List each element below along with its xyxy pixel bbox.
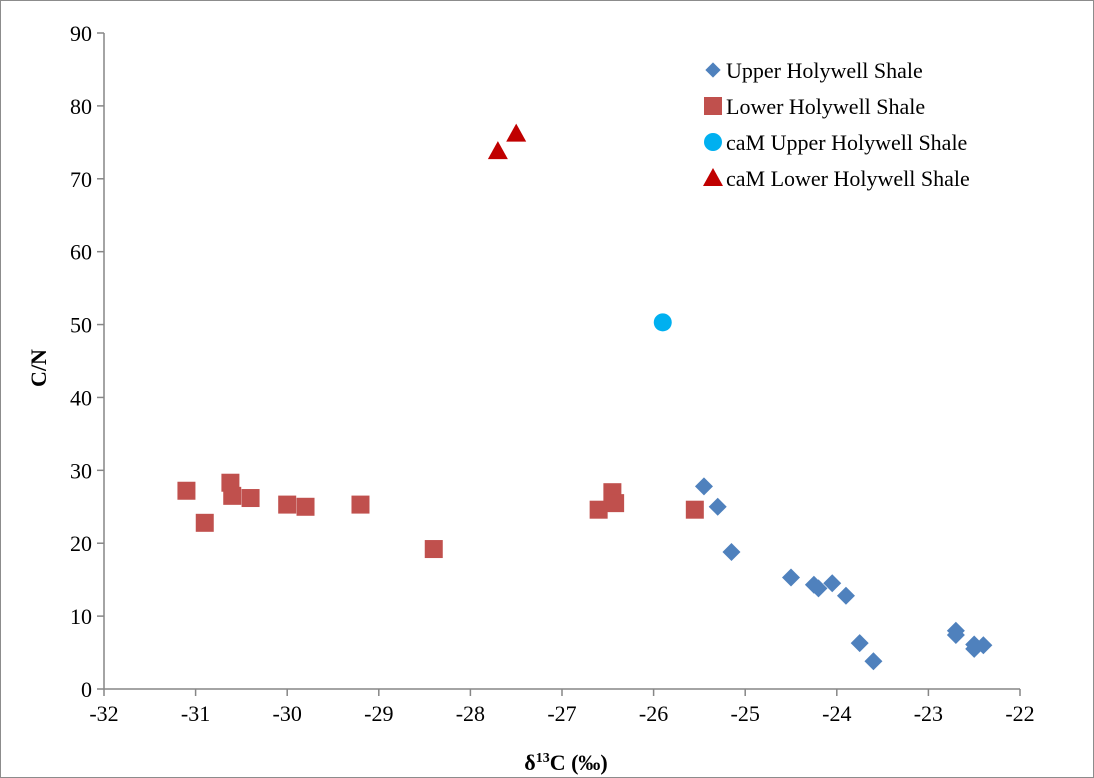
legend-entry: caM Lower Holywell Shale — [703, 166, 970, 191]
x-tick-label: -30 — [273, 701, 302, 726]
series-triangle — [487, 123, 527, 160]
legend-entry: Lower Holywell Shale — [704, 94, 925, 119]
y-axis-title: C/N — [26, 349, 51, 387]
y-tick-label: 20 — [70, 531, 92, 556]
data-point-triangle — [487, 141, 508, 160]
data-point-square — [351, 495, 370, 514]
y-tick-label: 40 — [70, 385, 92, 410]
legend-marker-triangle — [703, 168, 723, 186]
data-point-diamond — [974, 636, 993, 655]
data-point-diamond — [946, 621, 965, 640]
x-tick-label: -22 — [1005, 701, 1034, 726]
data-point-diamond — [694, 477, 713, 496]
y-tick-label: 70 — [70, 167, 92, 192]
x-axis-title-suffix: C (‰) — [550, 750, 608, 775]
x-axis-title-prefix: δ — [524, 750, 535, 775]
data-point-square — [685, 500, 704, 519]
x-axis-title: δ13C (‰) — [524, 750, 607, 775]
legend-label: caM Lower Holywell Shale — [726, 166, 970, 191]
data-point-diamond — [864, 652, 883, 671]
x-tick-label: -31 — [181, 701, 210, 726]
legend-marker-diamond — [705, 62, 721, 78]
x-tick-label: -25 — [731, 701, 760, 726]
data-point-diamond — [823, 574, 842, 593]
series-diamond — [694, 477, 993, 671]
legend-entry: Upper Holywell Shale — [705, 58, 923, 83]
data-point-square — [424, 540, 443, 559]
data-point-square — [195, 513, 214, 532]
x-tick-label: -24 — [822, 701, 851, 726]
data-point-square — [589, 500, 608, 519]
legend-label: Lower Holywell Shale — [726, 94, 925, 119]
y-tick-label: 90 — [70, 21, 92, 46]
legend-marker-square — [704, 97, 722, 115]
data-points — [177, 123, 993, 671]
legend-label: caM Upper Holywell Shale — [726, 130, 967, 155]
x-tick-label: -27 — [547, 701, 576, 726]
legend: Upper Holywell Shale Lower Holywell Shale… — [703, 58, 970, 191]
series-square — [177, 473, 704, 559]
legend-marker-circle — [704, 133, 722, 151]
legend-entry: caM Upper Holywell Shale — [704, 130, 967, 155]
data-point-diamond — [850, 634, 869, 653]
series-circle — [653, 313, 672, 332]
x-tick-label: -26 — [639, 701, 668, 726]
y-tick-label: 10 — [70, 604, 92, 629]
data-point-diamond — [782, 568, 800, 587]
y-tick-label: 0 — [81, 677, 92, 702]
data-point-diamond — [722, 542, 741, 561]
data-point-circle — [653, 313, 672, 332]
x-tick-label: -32 — [89, 701, 118, 726]
x-tick-label: -28 — [456, 701, 485, 726]
data-point-square — [177, 481, 196, 500]
y-ticks: 0 10 20 30 40 50 60 70 80 90 — [70, 21, 104, 702]
data-point-square — [606, 494, 625, 513]
x-tick-label: -23 — [914, 701, 943, 726]
x-axis-title-superscript: 13 — [536, 751, 550, 766]
y-tick-label: 60 — [70, 240, 92, 265]
x-tick-label: -29 — [364, 701, 393, 726]
data-point-square — [278, 495, 297, 514]
data-point-triangle — [506, 123, 527, 142]
y-tick-label: 50 — [70, 313, 92, 338]
data-point-square — [296, 497, 315, 516]
data-point-diamond — [809, 579, 828, 598]
data-point-diamond — [836, 586, 855, 605]
legend-label: Upper Holywell Shale — [726, 58, 923, 83]
data-point-square — [223, 486, 242, 505]
y-tick-label: 80 — [70, 94, 92, 119]
y-tick-label: 30 — [70, 458, 92, 483]
data-point-diamond — [708, 497, 727, 516]
data-point-square — [241, 489, 260, 508]
x-ticks: -32 -31 -30 -29 -28 -27 -26 -25 -24 -23 -22 — [89, 689, 1035, 726]
